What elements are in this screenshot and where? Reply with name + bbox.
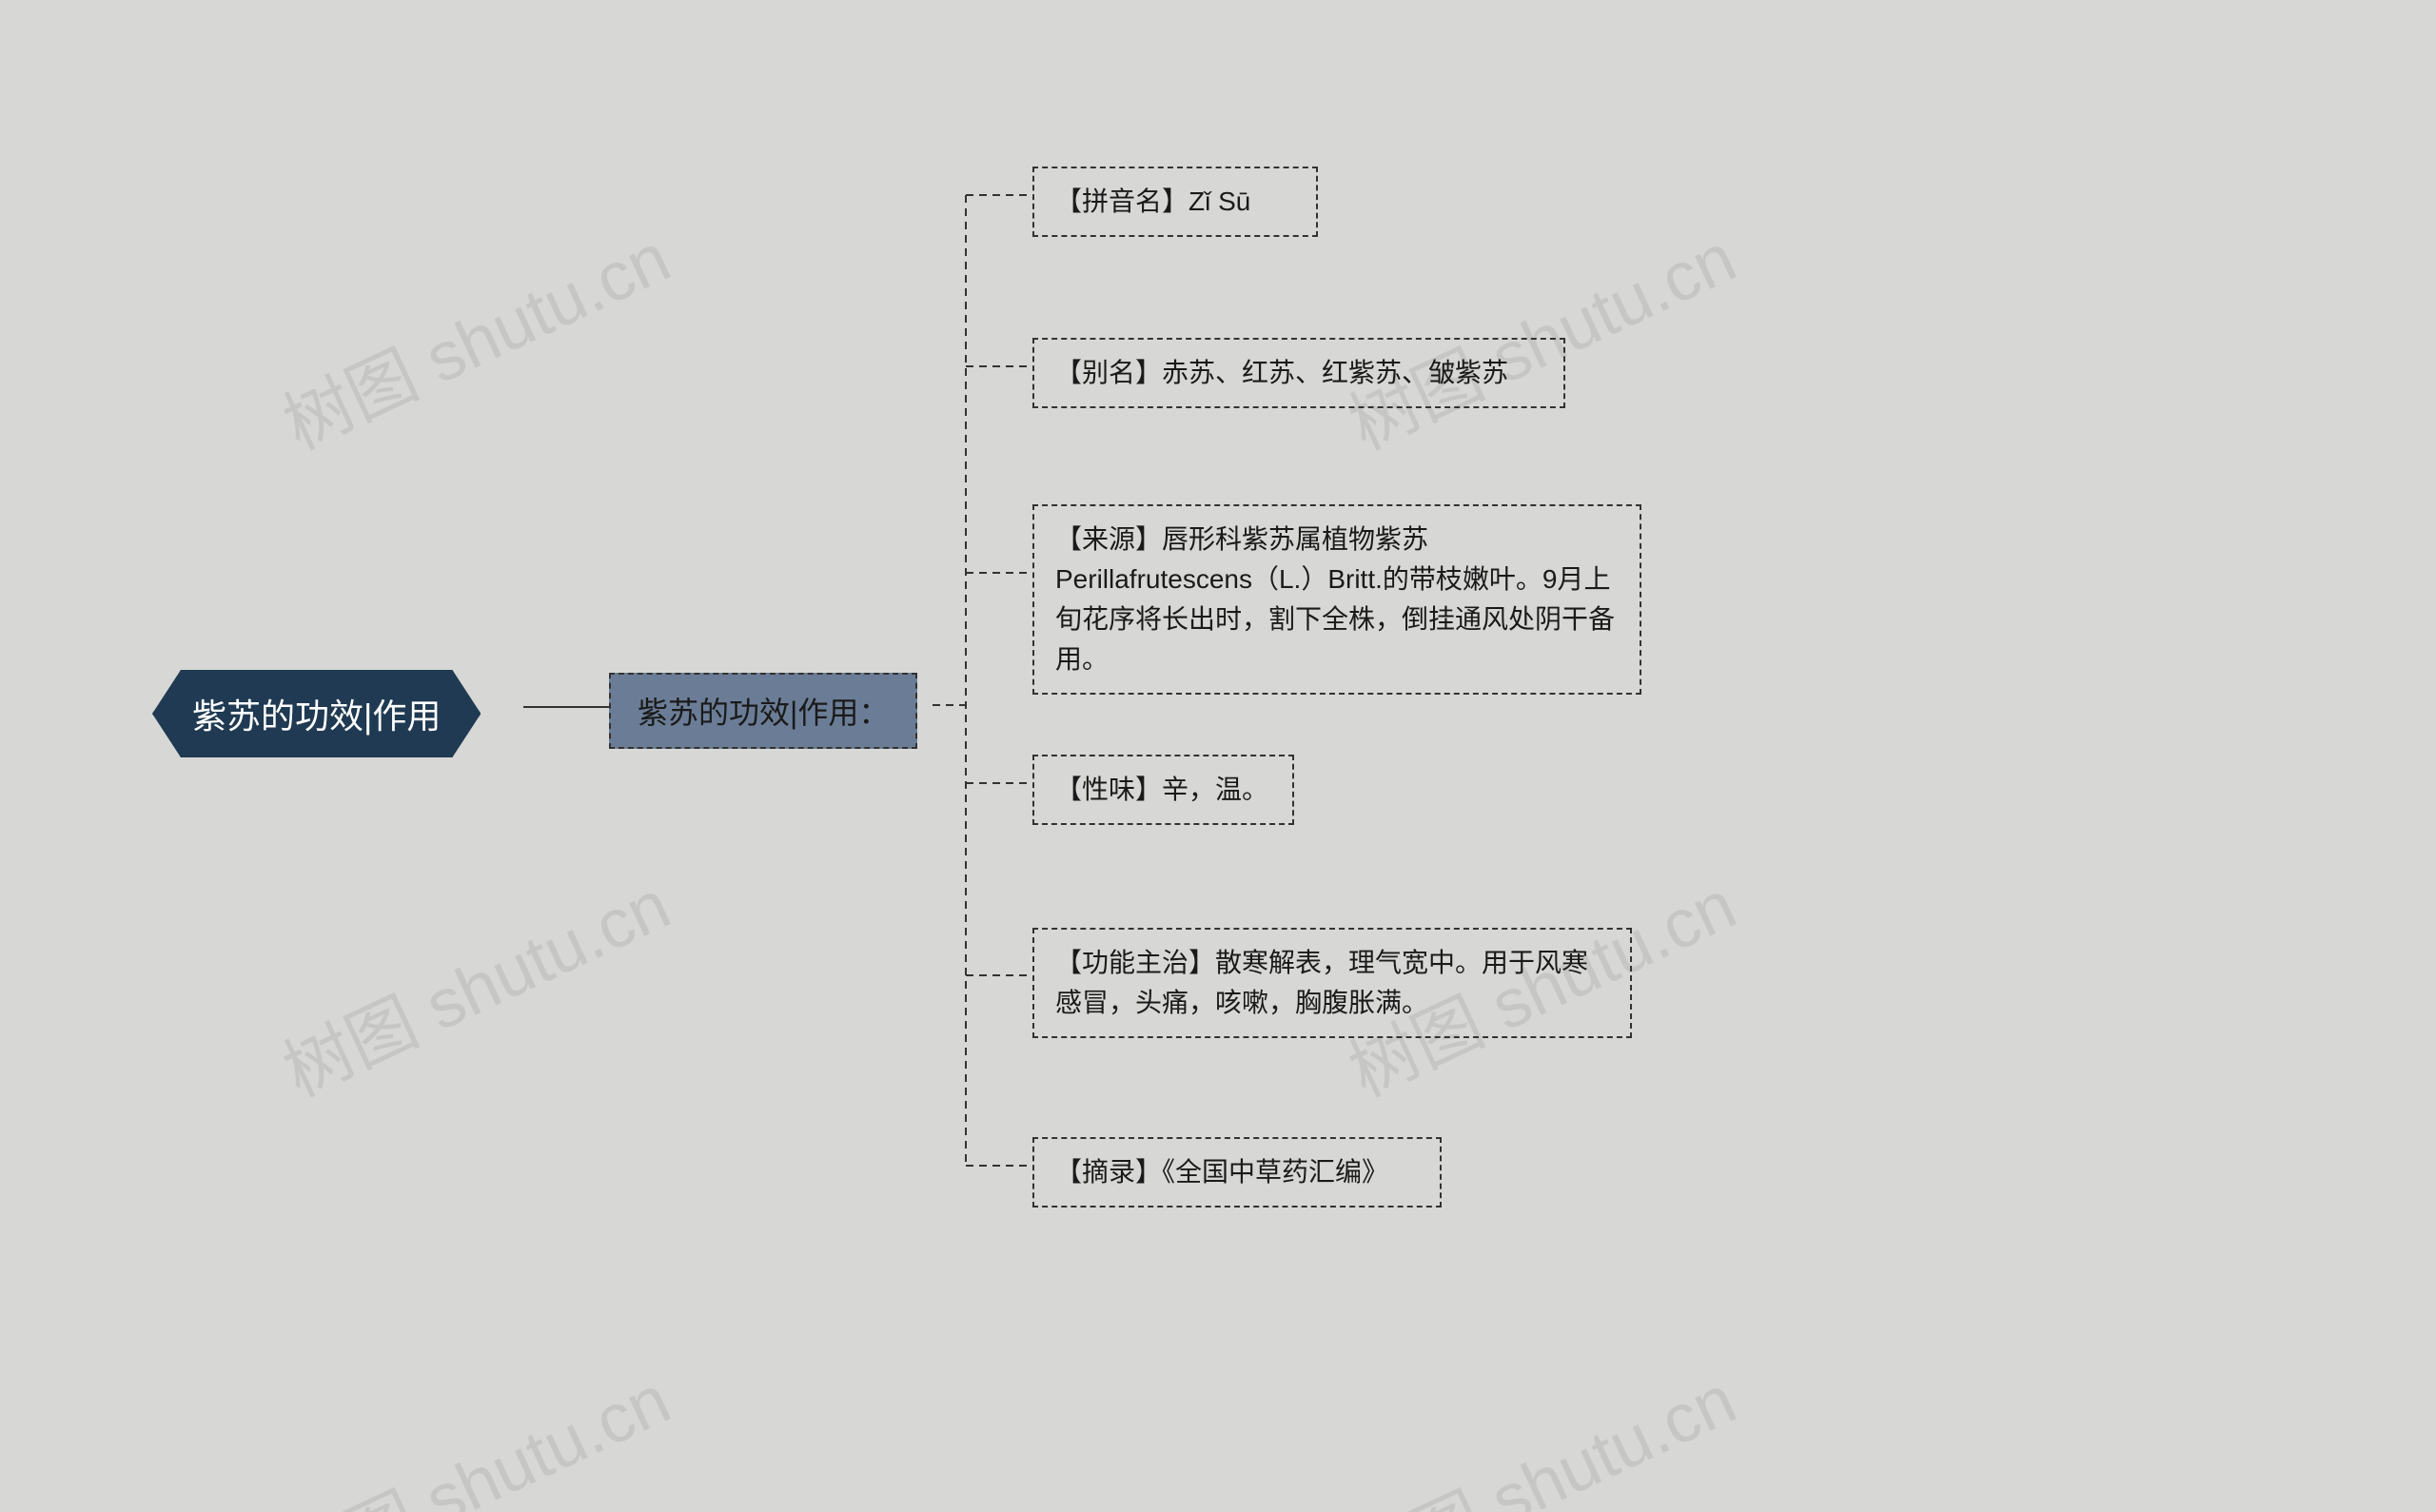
leaf-node-source[interactable]: 【来源】唇形科紫苏属植物紫苏Perillafrutescens（L.）Britt… <box>1032 504 1641 695</box>
leaf-node-function[interactable]: 【功能主治】散寒解表，理气宽中。用于风寒感冒，头痛，咳嗽，胸腹胀满。 <box>1032 928 1632 1038</box>
mindmap-container: 紫苏的功效|作用 紫苏的功效|作用： 【拼音名】Zǐ Sū 【别名】赤苏、红苏、… <box>0 0 2436 1512</box>
leaf-node-excerpt[interactable]: 【摘录】《全国中草药汇编》 <box>1032 1137 1442 1208</box>
leaf-node-nature[interactable]: 【性味】辛，温。 <box>1032 755 1294 825</box>
leaf-node-pinyin[interactable]: 【拼音名】Zǐ Sū <box>1032 167 1318 237</box>
root-node[interactable]: 紫苏的功效|作用 <box>152 670 481 757</box>
sub-node[interactable]: 紫苏的功效|作用： <box>609 673 917 749</box>
leaf-node-alias[interactable]: 【别名】赤苏、红苏、红紫苏、皱紫苏 <box>1032 338 1565 408</box>
